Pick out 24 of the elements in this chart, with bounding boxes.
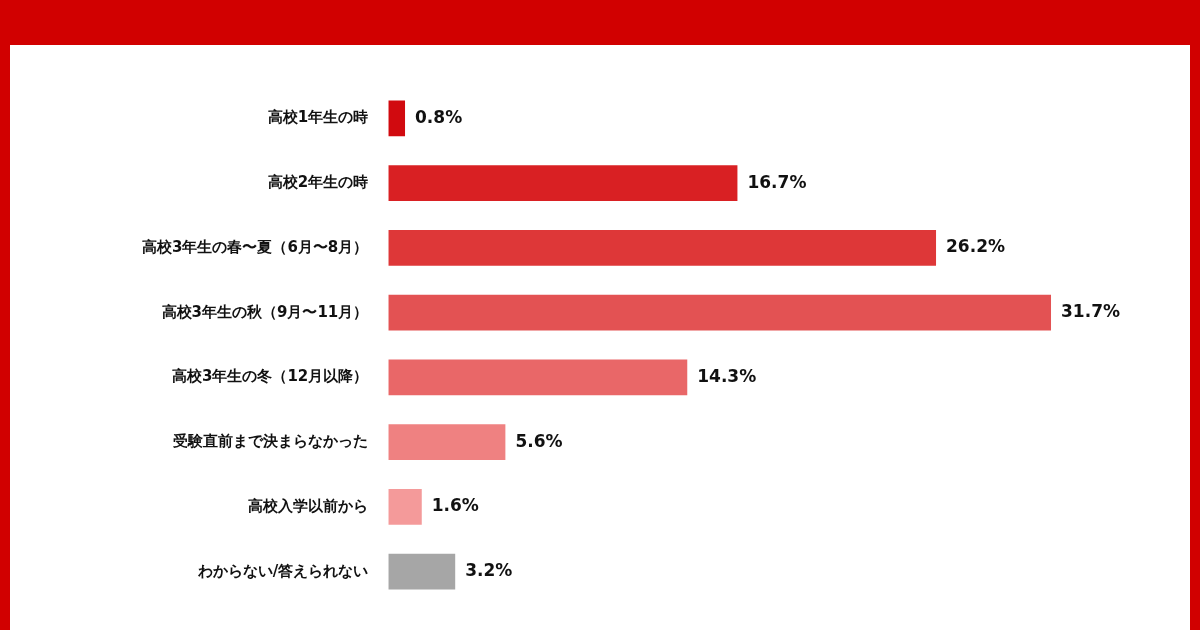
y-tick-label: 高校3年生の冬（12月以降） xyxy=(172,367,369,386)
data-label: 16.7% xyxy=(747,171,807,192)
data-label: 0.8% xyxy=(415,106,463,127)
bar xyxy=(388,553,456,590)
y-tick-label: 高校2年生の時 xyxy=(267,173,369,192)
bar xyxy=(388,100,406,137)
y-tick-label: わからない/答えられない xyxy=(196,561,369,580)
y-tick-label: 高校3年生の秋（9月〜11月） xyxy=(161,302,369,321)
y-tick-label: 受験直前まで決まらなかった xyxy=(172,432,369,451)
bar xyxy=(388,359,688,396)
data-label: 3.2% xyxy=(465,560,513,581)
data-label: 14.3% xyxy=(697,365,757,386)
y-tick-label: 高校3年生の春〜夏（6月〜8月） xyxy=(142,237,369,256)
y-tick-label: 高校1年生の時 xyxy=(267,108,369,127)
data-label: 31.7% xyxy=(1061,301,1120,322)
data-label: 1.6% xyxy=(431,495,479,516)
bar xyxy=(388,489,422,525)
data-label: 5.6% xyxy=(515,430,563,451)
bar xyxy=(388,424,506,460)
data-label: 26.2% xyxy=(946,236,1006,257)
bar xyxy=(388,294,1052,331)
bar xyxy=(388,165,738,201)
y-tick-label: 高校入学以前から xyxy=(248,496,369,515)
bar xyxy=(388,230,937,266)
